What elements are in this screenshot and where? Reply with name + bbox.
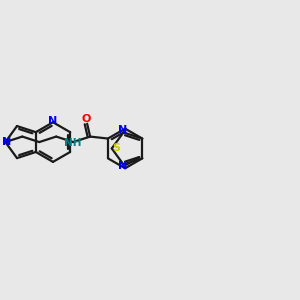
Text: S: S	[113, 143, 121, 154]
Text: O: O	[82, 114, 91, 124]
Text: N: N	[2, 137, 11, 147]
Text: NH: NH	[64, 138, 82, 148]
Text: N: N	[118, 125, 127, 135]
Text: N: N	[48, 116, 58, 126]
Text: N: N	[118, 161, 127, 172]
